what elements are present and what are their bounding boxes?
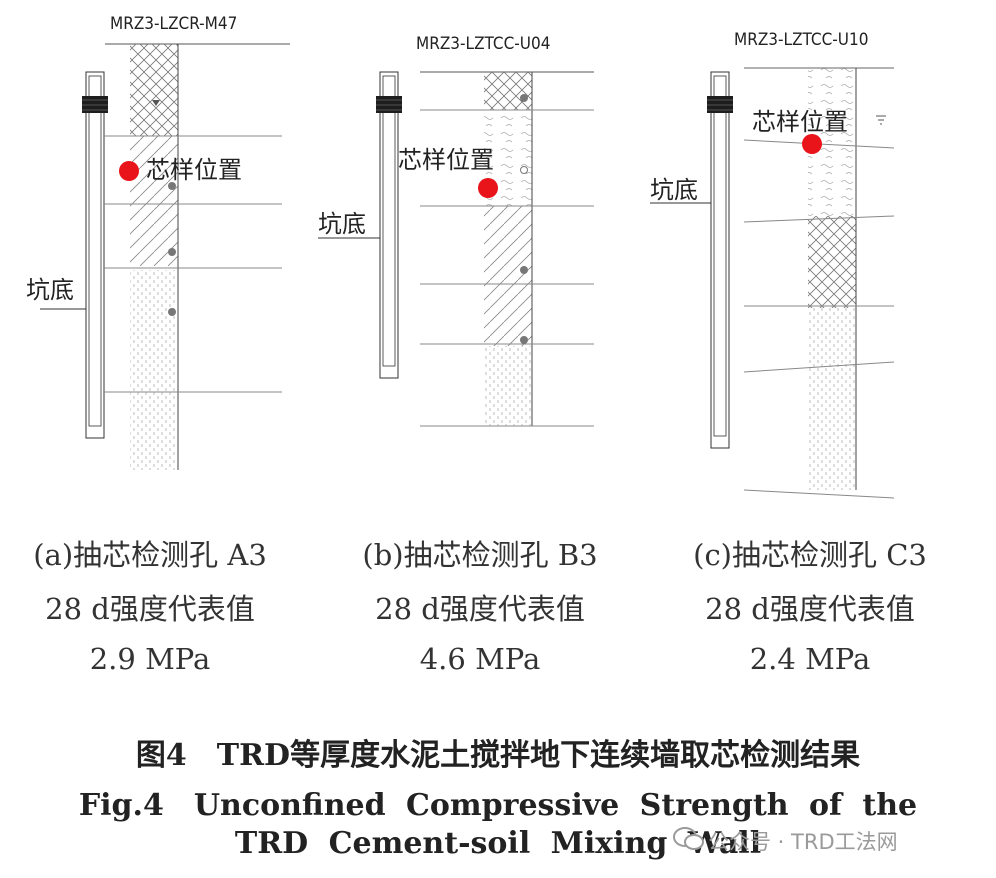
panel-a-diagram — [40, 43, 290, 470]
panel-a-caption-line3: 2.9 MPa — [89, 642, 211, 676]
panel-b-core-marker — [478, 178, 498, 198]
figure-title-en-line1: Fig.4 Unconfined Compressive Strength of… — [78, 788, 918, 823]
panel-a-borehole-id: MRZ3-LZCR-M47 — [110, 14, 238, 34]
panel-a-caption-line1: (a)抽芯检测孔 A3 — [33, 538, 267, 572]
panel-b-pit-bottom-label: 坑底 — [318, 210, 366, 238]
panel-c-pit-bottom-label: 坑底 — [650, 176, 698, 204]
panel-a-pit-bottom-label: 坑底 — [26, 276, 74, 304]
figure-title-cn: 图4 TRD等厚度水泥土搅拌地下连续墙取芯检测结果 — [135, 738, 861, 773]
panel-c-casing-cap — [707, 96, 733, 113]
panel-b-caption-line1: (b)抽芯检测孔 B3 — [362, 538, 598, 572]
panel-c-caption-line3: 2.4 MPa — [749, 642, 871, 676]
panel-c-core-position-label: 芯样位置 — [752, 108, 848, 136]
panel-c-core-marker — [802, 134, 822, 154]
panel-a-core-position-label: 芯样位置 — [146, 156, 242, 184]
panel-b-caption-line3: 4.6 MPa — [419, 642, 541, 676]
wechat-icon — [672, 826, 706, 856]
watermark-text: 公众号 · TRD工法网 — [708, 830, 898, 854]
panel-a-casing-cap — [82, 96, 108, 113]
panel-a-caption-line2: 28 d强度代表值 — [45, 592, 255, 626]
panel-c-diagram — [650, 67, 895, 499]
panel-c-borehole-id: MRZ3-LZTCC-U10 — [734, 30, 869, 50]
panel-b-caption-line2: 28 d强度代表值 — [375, 592, 585, 626]
panel-b-core-position-label: 芯样位置 — [398, 146, 494, 174]
panel-c-caption-line2: 28 d强度代表值 — [705, 592, 915, 626]
figure-title-en-line2: TRD Cement-soil Mixing Wall — [234, 826, 762, 861]
panel-c-caption-line1: (c)抽芯检测孔 C3 — [693, 538, 927, 572]
panel-b-diagram — [318, 71, 594, 427]
panel-b-borehole-id: MRZ3-LZTCC-U04 — [416, 34, 551, 54]
panel-a-core-marker — [119, 161, 139, 181]
panel-b-casing-cap — [376, 96, 402, 113]
borehole-diagrams — [40, 43, 895, 499]
